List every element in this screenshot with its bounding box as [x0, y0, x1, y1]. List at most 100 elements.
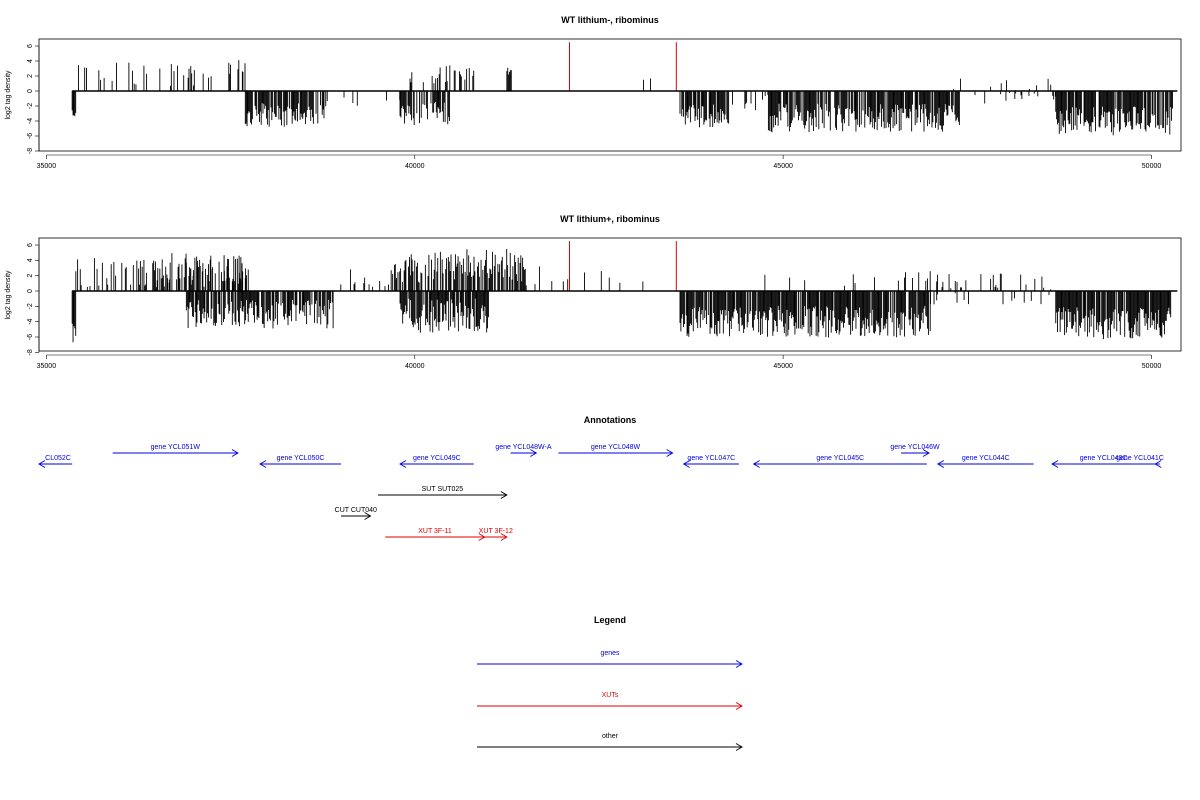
arrow-head — [752, 460, 760, 468]
tag-density-bars — [71, 241, 1178, 343]
feature-label: gene YCL045C — [816, 455, 864, 462]
arrow-head — [364, 512, 372, 520]
arrow-head — [259, 460, 267, 468]
plot-frame — [38, 38, 1182, 152]
x-axis: 35000 40000 45000 50000 — [37, 354, 1162, 370]
feature-label: gene YCL050C — [277, 455, 325, 462]
x-tick-label: 35000 — [37, 363, 57, 370]
x-tick-label: 50000 — [1142, 363, 1162, 370]
feature-label: XUT 3F-11 — [418, 528, 452, 535]
y-tick-label: -6 — [27, 133, 34, 139]
arrow-head — [682, 460, 690, 468]
y-tick-label: 4 — [27, 59, 34, 63]
y-axis: -8 -6 -4 -2 0 2 4 6 — [27, 44, 40, 154]
feature: gene YCL041C — [1116, 455, 1164, 468]
arrow-head — [922, 449, 930, 457]
feature: gene YCL043C — [1051, 455, 1156, 468]
feature: gene YCL048W — [558, 444, 674, 457]
y-tick-label: -2 — [27, 103, 34, 109]
feature: SUT SUT025 — [377, 486, 508, 499]
x-tick-label: 50000 — [1142, 163, 1162, 170]
feature: gene YCL044C — [936, 455, 1034, 468]
feature: XUT 3F-12 — [479, 528, 513, 541]
y-tick-label: -8 — [27, 349, 34, 355]
arrow-head — [500, 533, 508, 541]
x-axis: 35000 40000 45000 50000 — [37, 154, 1162, 170]
x-tick-label: 45000 — [773, 163, 793, 170]
feature-label: gene YCL051W — [151, 444, 201, 451]
y-tick-label: -4 — [27, 318, 34, 324]
feature-label: XUT 3F-12 — [479, 528, 513, 535]
feature-label: gene YCL048W-A — [495, 444, 551, 451]
feature: gene YCL045C — [752, 455, 927, 468]
y-tick-label: -4 — [27, 118, 34, 124]
arrow-head — [1154, 460, 1162, 468]
arrow-head — [735, 702, 743, 710]
legend-item: other — [477, 733, 743, 751]
feature-label: gene YCL049C — [413, 455, 461, 462]
feature-label: gene YCL048W — [591, 444, 641, 451]
feature-label: CL052C — [45, 455, 71, 462]
arrow-head — [38, 460, 46, 468]
feature-label: gene YCL047C — [687, 455, 735, 462]
y-tick-label: 0 — [27, 289, 34, 293]
y-tick-label: -2 — [27, 303, 34, 309]
feature: gene YCL050C — [259, 455, 342, 468]
plot-frame — [38, 237, 1182, 352]
tag-density-bars — [71, 42, 1178, 136]
x-tick-label: 45000 — [773, 363, 793, 370]
arrow-head — [500, 491, 508, 499]
y-tick-label: -8 — [27, 148, 34, 154]
arrow-head — [735, 660, 743, 668]
y-tick-label: 6 — [27, 243, 34, 247]
feature: XUT 3F-11 — [385, 528, 486, 541]
x-tick-label: 40000 — [405, 363, 425, 370]
arrow-head — [1051, 460, 1059, 468]
y-axis-label: log2 tag density — [5, 270, 12, 320]
feature-label: gene YCL044C — [962, 455, 1010, 462]
feature-label: CUT CUT040 — [335, 507, 377, 514]
arrow-head — [936, 460, 945, 468]
panel-title: WT lithium-, ribominus — [561, 15, 659, 25]
panel-lithium-plus: WT lithium+, ribominus log2 tag density … — [5, 214, 1182, 370]
arrow-head — [399, 460, 407, 468]
y-tick-label: 2 — [27, 74, 34, 78]
x-tick-label: 40000 — [405, 163, 425, 170]
feature-label: gene YCL041C — [1116, 455, 1164, 462]
feature: gene YCL048W-A — [495, 444, 552, 457]
x-tick-label: 35000 — [37, 163, 57, 170]
y-axis: -8 -6 -4 -2 0 2 4 6 — [27, 243, 40, 355]
feature: gene YCL049C — [399, 455, 474, 468]
legend-label: other — [602, 733, 619, 740]
feature: gene YCL046W — [890, 444, 940, 457]
legend-title: Legend — [594, 615, 626, 625]
annotations-title: Annotations — [584, 415, 637, 425]
feature: CL052C — [38, 455, 73, 468]
feature-list: CL052C gene YCL051W gene YCL050C gene YCL04… — [38, 444, 1164, 541]
legend-item: genes — [477, 650, 743, 668]
panel-lithium-minus: WT lithium-, ribominus log2 tag density … — [5, 15, 1182, 170]
y-tick-label: 2 — [27, 274, 34, 278]
y-tick-label: 4 — [27, 258, 34, 262]
arrow-head — [530, 449, 538, 457]
legend-item: XUTs — [477, 692, 743, 710]
arrow-head — [666, 449, 674, 457]
y-tick-label: 0 — [27, 89, 34, 93]
legend-label: genes — [600, 650, 620, 657]
feature-label: SUT SUT025 — [422, 486, 464, 493]
y-tick-label: -6 — [27, 334, 34, 340]
feature: gene YCL051W — [112, 444, 239, 457]
arrow-head — [735, 743, 743, 751]
legend-label: XUTs — [602, 692, 619, 699]
panel-title: WT lithium+, ribominus — [560, 214, 660, 224]
y-axis-label: log2 tag density — [5, 70, 12, 120]
legend-items: genes XUTs other — [477, 650, 743, 751]
y-tick-label: 6 — [27, 44, 34, 48]
feature: gene YCL047C — [682, 455, 739, 468]
arrow-head — [231, 449, 239, 457]
legend: Legend genes XUTs other — [477, 615, 743, 751]
feature: CUT CUT040 — [335, 507, 377, 520]
feature-label: gene YCL043C — [1080, 455, 1128, 462]
annotations-track: Annotations CL052C gene YCL051W gene YCL05… — [38, 415, 1164, 541]
